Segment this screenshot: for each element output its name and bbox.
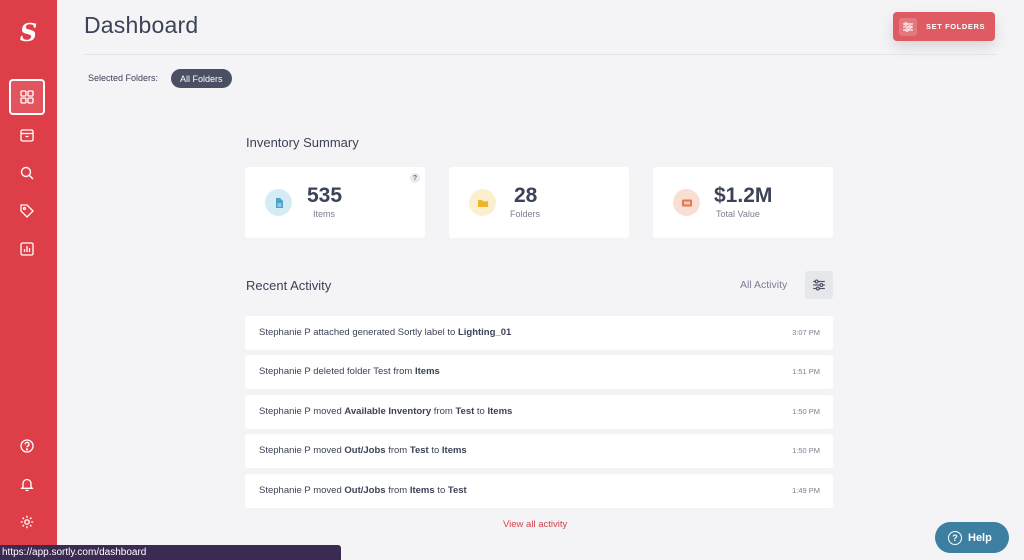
search-icon xyxy=(20,166,34,180)
box-icon xyxy=(20,129,34,142)
activity-entity: Out/Jobs xyxy=(344,445,386,456)
folders-label: Folders xyxy=(510,209,541,219)
activity-text-segment: to xyxy=(434,485,448,496)
nav-reports[interactable] xyxy=(9,231,45,267)
selected-folders-label: Selected Folders: xyxy=(88,73,159,83)
nav-tags[interactable] xyxy=(9,193,45,229)
page-title: Dashboard xyxy=(84,12,199,38)
activity-filter-label[interactable]: All Activity xyxy=(740,279,788,291)
set-folders-button[interactable]: SET FOLDERS xyxy=(893,12,995,41)
folder-icon xyxy=(469,189,496,216)
activity-text-segment: Stephanie P moved xyxy=(259,485,345,496)
tag-icon xyxy=(20,204,34,218)
nav-settings[interactable] xyxy=(9,504,45,540)
summary-card-total-value[interactable]: $1.2M Total Value xyxy=(653,167,833,238)
activity-row[interactable]: Stephanie P deleted folder Test from Ite… xyxy=(245,355,833,389)
summary-card-folders[interactable]: 28 Folders xyxy=(449,167,629,238)
activity-text: Stephanie P moved Out/Jobs from Items to… xyxy=(259,485,467,496)
total-value: $1.2M xyxy=(714,184,773,207)
help-button-label: Help xyxy=(968,531,992,544)
help-button[interactable]: ? Help xyxy=(935,522,1009,553)
activity-text-segment: to xyxy=(474,406,488,417)
set-folders-label: SET FOLDERS xyxy=(926,22,986,31)
folders-count: 28 xyxy=(514,184,538,207)
activity-time: 3:07 PM xyxy=(792,328,820,337)
inventory-summary-title: Inventory Summary xyxy=(246,135,359,150)
activity-text: Stephanie P attached generated Sortly la… xyxy=(259,327,511,338)
view-all-activity-link[interactable]: View all activity xyxy=(503,519,568,530)
question-icon xyxy=(20,439,34,453)
nav-notifications[interactable] xyxy=(9,466,45,502)
status-bar-url: https://app.sortly.com/dashboard xyxy=(0,545,341,560)
nav-search[interactable] xyxy=(9,155,45,191)
activity-time: 1:51 PM xyxy=(792,367,820,376)
items-label: Items xyxy=(313,209,336,219)
activity-text-segment: from xyxy=(385,485,410,496)
folder-chip-all[interactable]: All Folders xyxy=(171,69,232,88)
activity-entity: Test xyxy=(455,406,475,417)
sliders-icon xyxy=(813,279,825,291)
activity-entity: Items xyxy=(441,445,467,456)
nav-help[interactable] xyxy=(9,428,45,464)
activity-row[interactable]: Stephanie P moved Out/Jobs from Test to … xyxy=(245,434,833,468)
activity-time: 1:49 PM xyxy=(792,486,820,495)
activity-filter-button[interactable] xyxy=(805,271,833,299)
sortly-logo[interactable]: S xyxy=(19,18,38,47)
recent-activity-title: Recent Activity xyxy=(246,278,332,293)
gear-icon xyxy=(20,515,34,529)
chart-icon xyxy=(20,242,34,256)
activity-row[interactable]: Stephanie P attached generated Sortly la… xyxy=(245,316,833,350)
activity-time: 1:50 PM xyxy=(792,407,820,416)
activity-text-segment: from xyxy=(431,406,456,417)
activity-entity: Items xyxy=(414,366,440,377)
nav-items[interactable] xyxy=(9,117,45,153)
activity-time: 1:50 PM xyxy=(792,446,820,455)
summary-help-icon[interactable]: ? xyxy=(410,173,420,183)
sliders-icon xyxy=(899,17,917,36)
bell-icon xyxy=(20,478,34,492)
header-divider xyxy=(84,54,996,55)
question-icon: ? xyxy=(948,530,962,545)
activity-text-segment: Stephanie P deleted folder Test from xyxy=(259,366,415,377)
grid-icon xyxy=(20,90,34,104)
activity-entity: Test xyxy=(447,485,467,496)
activity-text: Stephanie P deleted folder Test from Ite… xyxy=(259,366,440,377)
items-count: 535 xyxy=(307,184,343,207)
total-value-label: Total Value xyxy=(716,209,760,219)
activity-text: Stephanie P moved Available Inventory fr… xyxy=(259,406,512,417)
activity-entity: Items xyxy=(487,406,513,417)
activity-entity: Test xyxy=(409,445,429,456)
nav-dashboard[interactable] xyxy=(9,79,45,115)
cash-icon xyxy=(673,189,700,216)
activity-entity: Lighting_01 xyxy=(457,327,512,338)
activity-row[interactable]: Stephanie P moved Out/Jobs from Items to… xyxy=(245,474,833,508)
summary-card-items[interactable]: 535 Items xyxy=(245,167,425,238)
file-icon xyxy=(265,189,292,216)
activity-row[interactable]: Stephanie P moved Available Inventory fr… xyxy=(245,395,833,429)
activity-text-segment: to xyxy=(428,445,442,456)
activity-entity: Out/Jobs xyxy=(344,485,386,496)
activity-text-segment: Stephanie P moved xyxy=(259,406,345,417)
activity-text-segment: Stephanie P attached generated Sortly la… xyxy=(259,327,458,338)
activity-text-segment: Stephanie P moved xyxy=(259,445,345,456)
activity-entity: Items xyxy=(409,485,435,496)
activity-text: Stephanie P moved Out/Jobs from Test to … xyxy=(259,445,467,456)
sidebar: S xyxy=(0,0,57,560)
activity-entity: Available Inventory xyxy=(344,406,432,417)
activity-text-segment: from xyxy=(385,445,410,456)
